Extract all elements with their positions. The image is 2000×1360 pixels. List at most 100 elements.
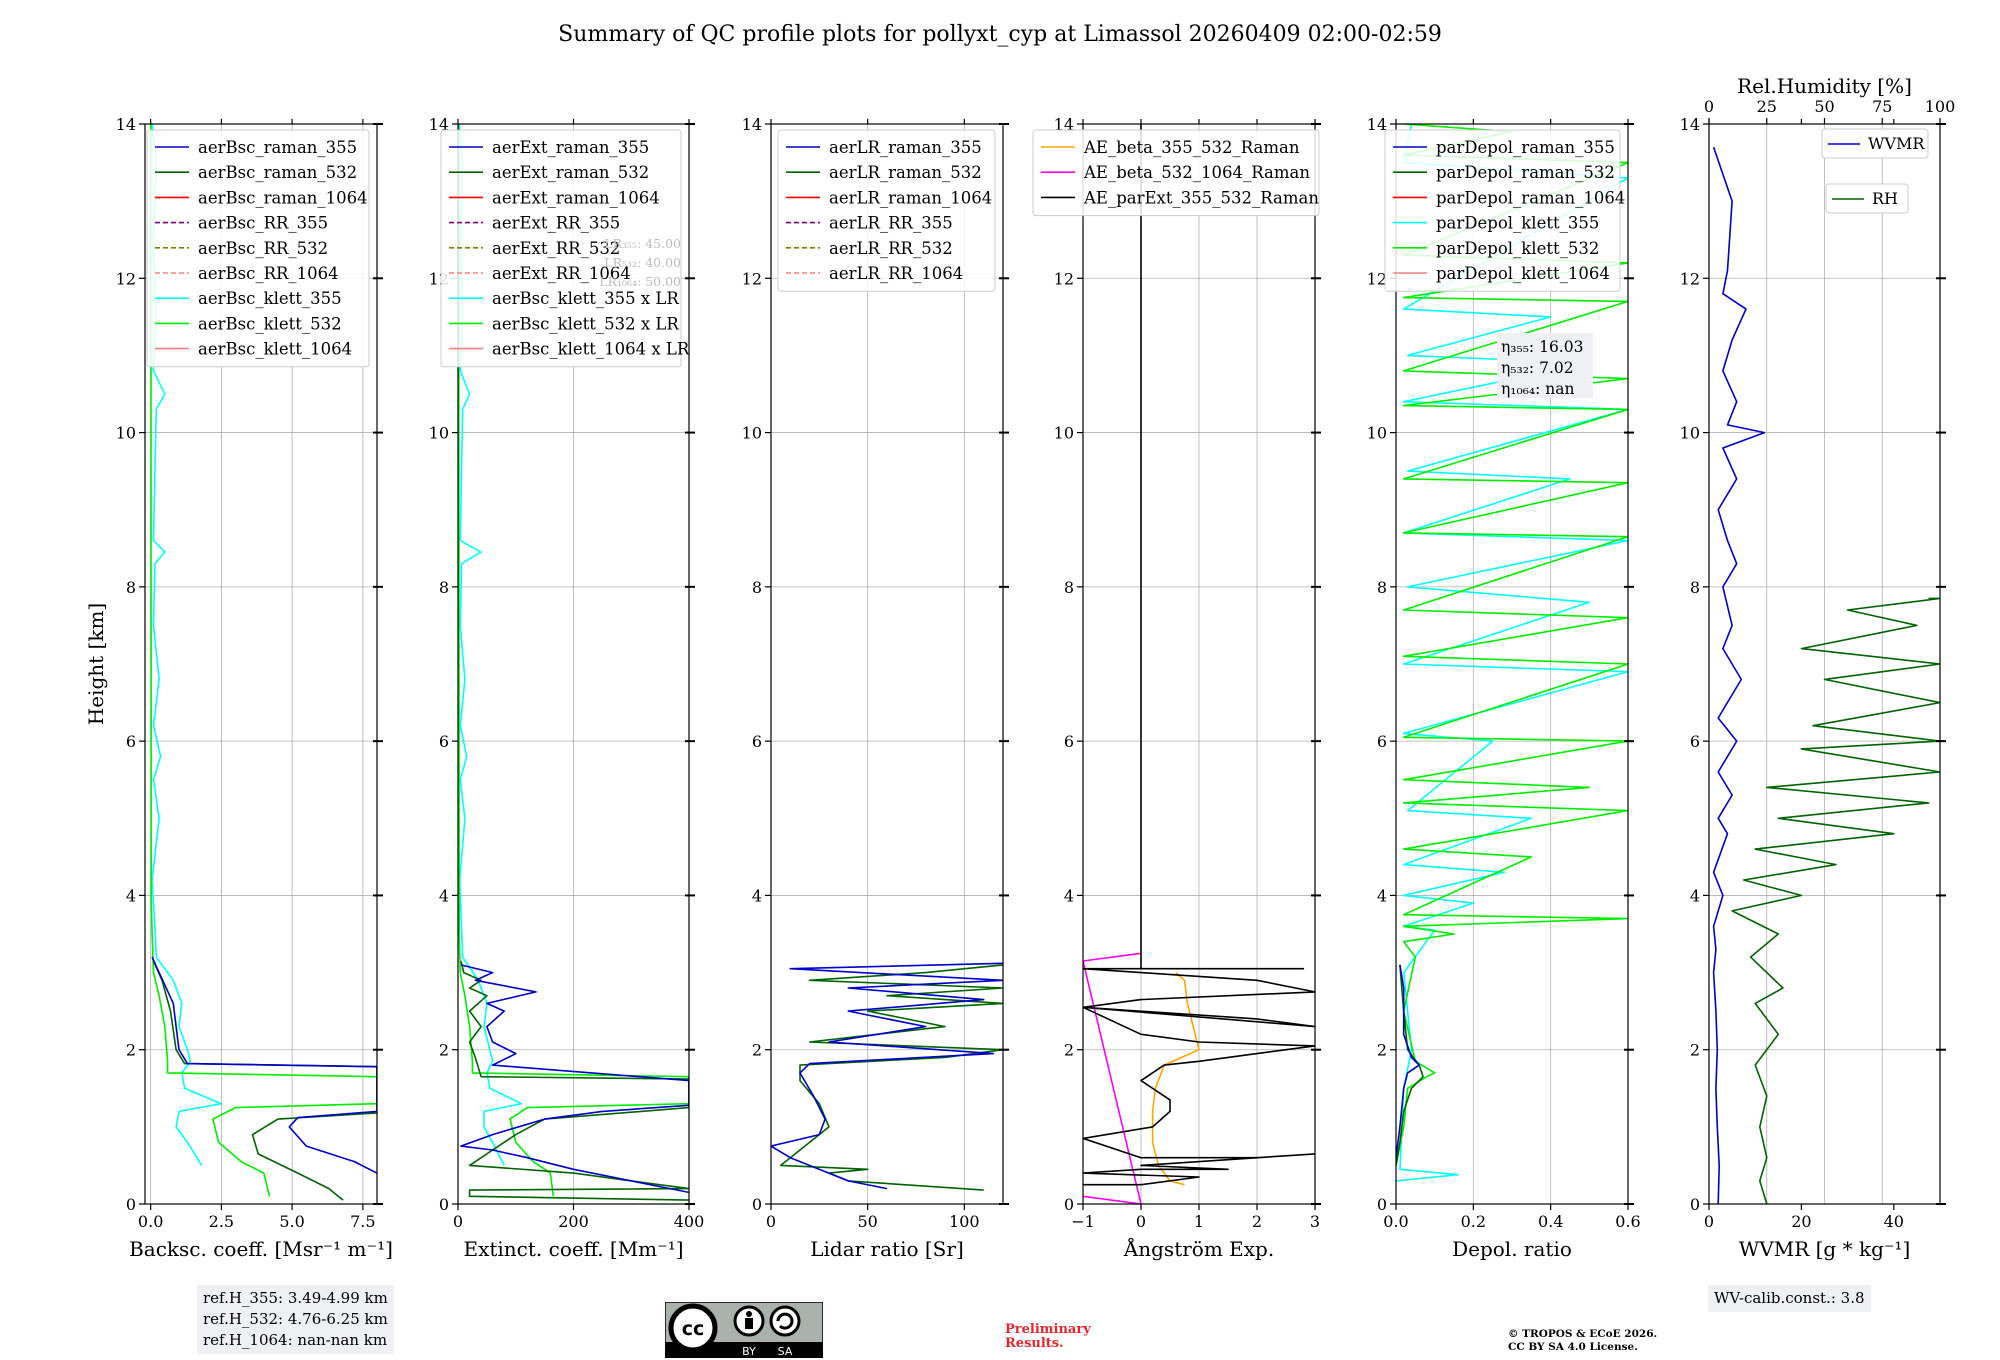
- legend-lr: aerLR_raman_355 aerLR_raman_532 aerLR_rama…: [777, 129, 996, 292]
- legend-label-parDepol_raman_532: parDepol_raman_532: [1436, 163, 1615, 182]
- legend-label-aerBsc_RR_355: aerBsc_RR_355: [198, 214, 328, 233]
- series-RH: [1731, 597, 1940, 1204]
- ytick-label: 6: [126, 732, 136, 751]
- series-group: [1712, 146, 1940, 1204]
- legend-label-aerLR_raman_1064: aerLR_raman_1064: [829, 188, 992, 207]
- copyright-note: © TROPOS & ECoE 2026. CC BY SA 4.0 Licen…: [1508, 1328, 1657, 1354]
- legend-label-aerBsc_klett_355 x LR: aerBsc_klett_355 x LR: [492, 289, 679, 308]
- ytick-label: 4: [1377, 886, 1387, 905]
- legend-label-aerBsc_klett_1064: aerBsc_klett_1064: [198, 340, 352, 359]
- ytick-label: 8: [1690, 578, 1700, 597]
- ytick-label: 10: [1367, 424, 1387, 443]
- legend-label-aerBsc_RR_1064: aerBsc_RR_1064: [198, 264, 339, 283]
- copyright-line-2: CC BY SA 4.0 License.: [1508, 1341, 1638, 1353]
- legend-label-aerExt_raman_532: aerExt_raman_532: [492, 163, 649, 182]
- legend-label-aerExt_raman_355: aerExt_raman_355: [492, 138, 649, 157]
- xtick-label: −1: [1071, 1212, 1095, 1231]
- legend-label-aerBsc_raman_1064: aerBsc_raman_1064: [198, 188, 368, 207]
- ytick-label: 4: [1690, 886, 1700, 905]
- legend-label-parDepol_klett_532: parDepol_klett_532: [1436, 239, 1599, 258]
- wv-calib-const: WV-calib.const.: 3.8: [1714, 1289, 1865, 1307]
- xtick-label: 100: [949, 1212, 980, 1231]
- depol-eta-annotation: η₃₅₅: 16.03: [1501, 338, 1583, 356]
- xtick-label: 5.0: [279, 1212, 304, 1231]
- wv-calibration-box: WV-calib.const.: 3.8: [1708, 1285, 1871, 1312]
- top-xtick-label: 25: [1757, 97, 1777, 116]
- lidar-ratio-annotation: LR₁₀₆₄: 50.00: [599, 274, 681, 289]
- top-xaxis-label: Rel.Humidity [%]: [1737, 74, 1912, 98]
- ytick-label: 8: [439, 578, 449, 597]
- cc-sa-label: SA: [778, 1345, 793, 1358]
- legend-box: [1825, 183, 1909, 214]
- legend-label-AE_parExt_355_532_Raman: AE_parExt_355_532_Raman: [1083, 188, 1319, 207]
- ytick-label: 8: [1377, 578, 1387, 597]
- legend-label-parDepol_raman_1064: parDepol_raman_1064: [1436, 188, 1625, 207]
- figure-title: Summary of QC profile plots for pollyxt_…: [558, 22, 1442, 47]
- cc-by-label: BY: [742, 1345, 756, 1358]
- xtick-label: 0.4: [1538, 1212, 1563, 1231]
- xaxis-label: Depol. ratio: [1452, 1237, 1572, 1261]
- legend-label-parDepol_klett_355: parDepol_klett_355: [1436, 214, 1599, 233]
- xtick-label: 0.6: [1615, 1212, 1640, 1231]
- ytick-label: 6: [1064, 732, 1074, 751]
- series-aerBsc_klett_355: [151, 124, 223, 1166]
- legend-depol: parDepol_raman_355 parDepol_raman_532 parD…: [1384, 129, 1625, 292]
- ytick-label: 14: [1054, 115, 1074, 134]
- xaxis-label: Ångström Exp.: [1123, 1236, 1274, 1261]
- legend-box: [777, 129, 996, 292]
- ytick-label: 2: [1690, 1041, 1700, 1060]
- series-WVMR: [1712, 146, 1766, 1204]
- ytick-label: 4: [439, 886, 449, 905]
- legend-label-aerExt_RR_532: aerExt_RR_532: [492, 239, 620, 258]
- ytick-label: 12: [1367, 269, 1387, 288]
- legend-box: [1384, 129, 1621, 292]
- series-group: [458, 124, 689, 1201]
- legend-label-parDepol_klett_1064: parDepol_klett_1064: [1436, 264, 1610, 283]
- legend-label-RH: RH: [1872, 189, 1898, 208]
- xtick-label: 400: [674, 1212, 705, 1231]
- xaxis-label: WVMR [g * kg⁻¹]: [1739, 1237, 1911, 1261]
- series-aerBsc_klett_532: [150, 124, 377, 1197]
- xtick-label: 0: [453, 1212, 463, 1231]
- ytick-label: 4: [1064, 886, 1074, 905]
- ytick-label: 10: [116, 424, 136, 443]
- xtick-label: 0.2: [1461, 1212, 1486, 1231]
- xtick-label: 0: [1136, 1212, 1146, 1231]
- xtick-label: 1: [1194, 1212, 1204, 1231]
- legend-label-aerBsc_klett_1064 x LR: aerBsc_klett_1064 x LR: [492, 340, 690, 359]
- xaxis-label: Backsc. coeff. [Msr⁻¹ m⁻¹]: [129, 1237, 393, 1261]
- series-group: [1396, 124, 1628, 1182]
- legend-label-aerExt_RR_1064: aerExt_RR_1064: [492, 264, 631, 283]
- depol-eta-annotation: η₅₃₂: 7.02: [1501, 359, 1574, 377]
- ytick-label: 2: [1064, 1041, 1074, 1060]
- series-AE_beta_355_532_Raman: [1151, 972, 1200, 1186]
- series-group: [771, 962, 1003, 1191]
- ytick-label: 10: [1680, 424, 1700, 443]
- ref-height-355: ref.H_355: 3.49-4.99 km: [203, 1289, 388, 1307]
- yaxis-label: Height [km]: [84, 603, 108, 725]
- preliminary-results-note: Preliminary Results.: [1005, 1323, 1091, 1351]
- svg-text:cc: cc: [682, 1318, 705, 1340]
- reference-height-box: ref.H_355: 3.49-4.99 km ref.H_532: 4.76-…: [197, 1285, 394, 1354]
- xtick-label: 0: [766, 1212, 776, 1231]
- ytick-label: 0: [1690, 1195, 1700, 1214]
- xtick-label: 40: [1884, 1212, 1904, 1231]
- xtick-label: 2: [1252, 1212, 1262, 1231]
- xaxis-label: Extinct. coeff. [Mm⁻¹]: [463, 1237, 683, 1261]
- xtick-label: 0: [1704, 1212, 1714, 1231]
- top-xtick-label: 75: [1872, 97, 1892, 116]
- axes-frame: [144, 123, 378, 1205]
- ytick-label: 0: [126, 1195, 136, 1214]
- ytick-label: 0: [1377, 1195, 1387, 1214]
- legend-label-aerBsc_klett_532: aerBsc_klett_532: [198, 314, 342, 333]
- series-AE_beta_532_1064_Raman: [1083, 952, 1142, 1204]
- ytick-label: 8: [752, 578, 762, 597]
- legend-label-aerBsc_raman_355: aerBsc_raman_355: [198, 138, 357, 157]
- ytick-label: 2: [439, 1041, 449, 1060]
- ytick-label: 6: [439, 732, 449, 751]
- legend-label-aerExt_raman_1064: aerExt_raman_1064: [492, 188, 660, 207]
- axes-frame: [770, 123, 1004, 1205]
- legend-label-aerLR_RR_355: aerLR_RR_355: [829, 214, 953, 233]
- legend-bsc: aerBsc_raman_355 aerBsc_raman_532 aerBsc_r…: [146, 129, 370, 368]
